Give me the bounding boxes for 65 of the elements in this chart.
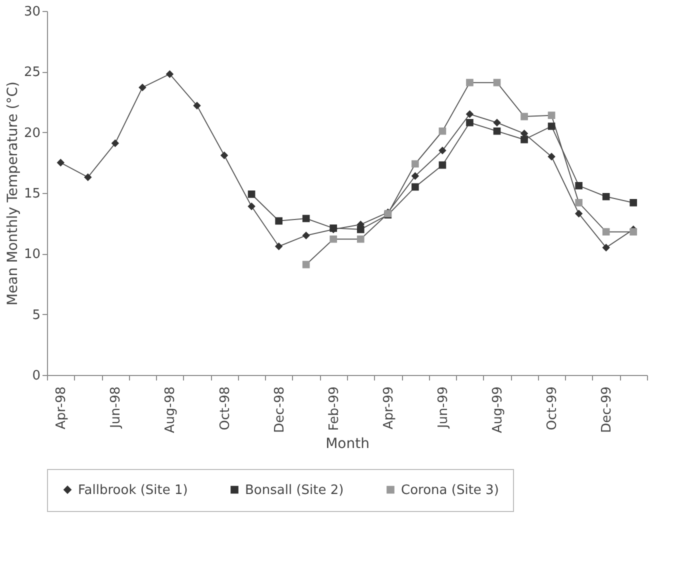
point bbox=[166, 70, 174, 78]
point bbox=[112, 140, 119, 147]
x-tick-label: Apr-99 bbox=[381, 386, 396, 430]
x-axis-title: Month bbox=[326, 436, 370, 452]
point bbox=[493, 127, 501, 135]
point bbox=[356, 226, 364, 234]
x-tick-label: Aug-99 bbox=[490, 386, 506, 434]
point bbox=[412, 183, 419, 191]
point bbox=[575, 182, 582, 190]
x-tick-label: Jun-99 bbox=[436, 386, 451, 430]
point bbox=[275, 217, 282, 225]
y-tick-label: 5 bbox=[32, 308, 40, 323]
point bbox=[493, 118, 501, 126]
point bbox=[466, 118, 474, 126]
point bbox=[438, 127, 446, 135]
point bbox=[548, 112, 556, 120]
point bbox=[630, 228, 638, 236]
x-tick-label: Dec-98 bbox=[272, 386, 288, 433]
point bbox=[56, 159, 64, 166]
y-axis-title: Mean Monthly Temperature (°C) bbox=[4, 82, 21, 306]
point bbox=[412, 172, 419, 180]
point bbox=[466, 110, 474, 118]
point bbox=[602, 228, 610, 236]
point bbox=[602, 244, 610, 252]
point bbox=[575, 199, 582, 206]
point bbox=[466, 78, 474, 86]
point bbox=[602, 192, 610, 200]
y-tick-label: 10 bbox=[24, 247, 40, 262]
point bbox=[248, 202, 256, 210]
x-tick-label: Feb-99 bbox=[326, 386, 342, 431]
point bbox=[356, 235, 364, 243]
point bbox=[438, 146, 446, 154]
point bbox=[412, 160, 419, 168]
point bbox=[220, 152, 228, 160]
point bbox=[630, 199, 638, 206]
point bbox=[275, 242, 282, 250]
x-tick-label: Oct-98 bbox=[218, 386, 233, 430]
point bbox=[548, 122, 556, 130]
y-tick-label: 20 bbox=[24, 126, 40, 141]
legend-label: Bonsall (Site 2) bbox=[245, 482, 344, 498]
point bbox=[575, 210, 582, 218]
point bbox=[302, 260, 310, 268]
legend-label: Fallbrook (Site 1) bbox=[78, 482, 188, 498]
x-tick-label: Apr-98 bbox=[54, 386, 70, 430]
x-tick-label: Oct-99 bbox=[545, 386, 560, 430]
point bbox=[520, 112, 528, 120]
point bbox=[330, 235, 338, 243]
y-tick-label: 0 bbox=[32, 368, 40, 384]
point bbox=[138, 84, 146, 92]
point bbox=[493, 78, 501, 86]
x-tick-label: Aug-98 bbox=[163, 386, 178, 434]
point bbox=[438, 161, 446, 169]
y-tick-label: 15 bbox=[24, 186, 40, 202]
point bbox=[548, 152, 556, 160]
legend-label: Corona (Site 3) bbox=[401, 482, 499, 498]
point bbox=[248, 190, 256, 198]
point bbox=[520, 136, 528, 144]
point bbox=[193, 102, 201, 110]
x-tick-label: Dec-99 bbox=[600, 386, 615, 433]
point bbox=[302, 214, 310, 222]
x-tick-label: Jun-98 bbox=[108, 386, 124, 430]
point bbox=[84, 174, 92, 181]
y-tick-label: 25 bbox=[24, 65, 40, 80]
y-tick-label: 30 bbox=[24, 4, 40, 20]
point bbox=[302, 232, 310, 240]
